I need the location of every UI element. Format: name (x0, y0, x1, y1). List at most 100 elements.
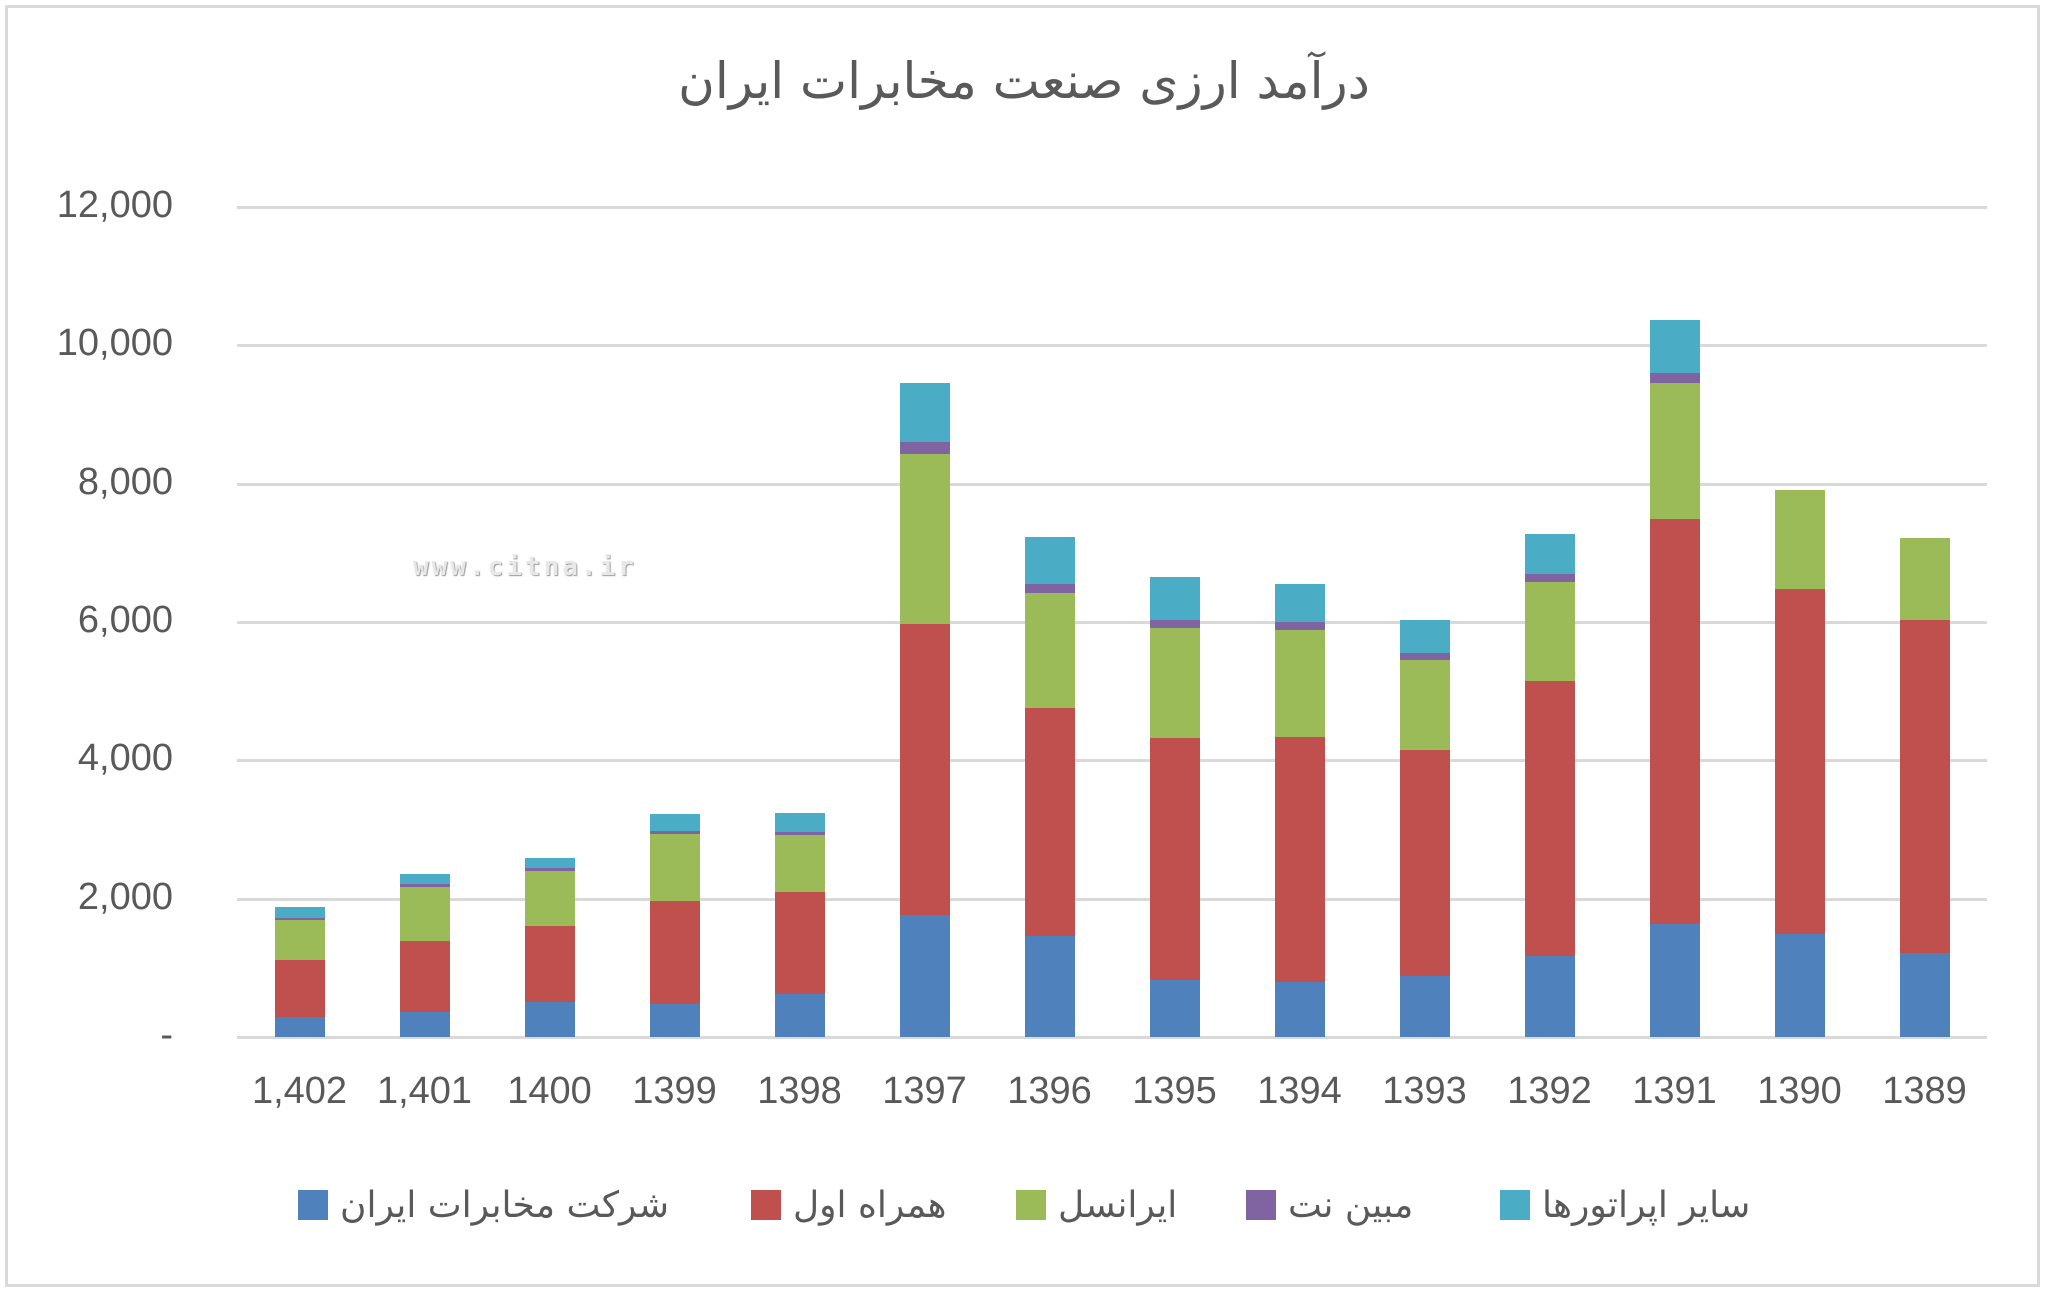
bar-segment[interactable] (1149, 737, 1200, 981)
x-tick-label: 1398 (757, 1070, 842, 1112)
watermark: www.citna.ir (413, 552, 637, 582)
bar-segment[interactable] (1149, 577, 1200, 620)
gridline (237, 1036, 1987, 1039)
x-tick-label: 1389 (1882, 1070, 1967, 1112)
x-tick-label: 1391 (1632, 1070, 1717, 1112)
bar-segment[interactable] (399, 1012, 450, 1037)
bar-segment[interactable] (274, 959, 325, 1017)
legend-label: ایرانسل (1058, 1184, 1178, 1226)
legend-swatch-icon (298, 1190, 328, 1220)
bar-segment[interactable] (899, 441, 950, 454)
bar-segment[interactable] (399, 874, 450, 884)
bar-segment[interactable] (1149, 627, 1200, 738)
bar-segment[interactable] (274, 906, 325, 918)
bar-segment[interactable] (1649, 373, 1700, 384)
legend-label: همراه اول (793, 1184, 947, 1226)
bar-segment[interactable] (1274, 622, 1325, 630)
bar-segment[interactable] (1024, 537, 1075, 584)
bar-segment[interactable] (899, 914, 950, 1037)
legend-swatch-icon (1246, 1190, 1276, 1220)
bar-segment[interactable] (1149, 980, 1200, 1037)
bar-segment[interactable] (1774, 490, 1825, 589)
bar-segment[interactable] (649, 830, 700, 834)
bar-segment[interactable] (649, 1003, 700, 1037)
bar-segment[interactable] (274, 919, 325, 960)
y-tick-label: 6,000 (77, 599, 173, 641)
bar-segment[interactable] (1399, 659, 1450, 751)
legend: شرکت مخابرات ایران همراه اول ایرانسل مبین ن… (0, 1180, 2048, 1230)
bar-segment[interactable] (1649, 383, 1700, 519)
bar-segment[interactable] (1899, 620, 1950, 953)
x-tick-label: 1394 (1257, 1070, 1342, 1112)
bar-segment[interactable] (1274, 583, 1325, 622)
legend-item[interactable]: ایرانسل (1016, 1180, 1177, 1230)
bar-segment[interactable] (649, 813, 700, 831)
bar-segment[interactable] (1024, 707, 1075, 937)
bar-segment[interactable] (1024, 583, 1075, 594)
bar-segment[interactable] (1399, 653, 1450, 660)
legend-item[interactable]: همراه اول (751, 1180, 947, 1230)
bar-segment[interactable] (774, 834, 825, 892)
bar-segment[interactable] (1524, 955, 1575, 1037)
x-tick-label: 1393 (1382, 1070, 1467, 1112)
y-tick-label: 10,000 (56, 322, 173, 365)
x-tick-label: 1400 (507, 1070, 592, 1112)
legend-item[interactable]: سایر اپراتورها (1500, 1180, 1750, 1230)
y-tick-label: 12,000 (56, 184, 173, 226)
bar-segment[interactable] (1774, 588, 1825, 935)
bar-segment[interactable] (1274, 629, 1325, 737)
bar-segment[interactable] (524, 857, 575, 868)
bar-segment[interactable] (649, 900, 700, 1004)
gridline (237, 482, 1987, 486)
bar-segment[interactable] (1024, 936, 1075, 1037)
bar-segment[interactable] (1774, 934, 1825, 1037)
bar-segment[interactable] (1274, 736, 1325, 983)
bar-segment[interactable] (649, 833, 700, 901)
legend-item[interactable]: شرکت مخابرات ایران (298, 1180, 669, 1230)
legend-label: مبین نت (1288, 1184, 1414, 1226)
x-tick-label: 1397 (882, 1070, 967, 1112)
bar-segment[interactable] (1524, 582, 1575, 681)
gridline (237, 206, 1987, 209)
bar-segment[interactable] (774, 812, 825, 832)
bar-segment[interactable] (1649, 923, 1700, 1037)
bar-segment[interactable] (1399, 975, 1450, 1037)
bar-segment[interactable] (1274, 982, 1325, 1037)
bar-segment[interactable] (1524, 574, 1575, 583)
chart-title: درآمد ارزی صنعت مخابرات ایران (678, 52, 1370, 110)
bar-segment[interactable] (1024, 593, 1075, 708)
bar-segment[interactable] (1649, 320, 1700, 373)
chart-frame (5, 5, 2040, 1287)
x-tick-label: 1395 (1132, 1070, 1217, 1112)
bar-segment[interactable] (1899, 538, 1950, 621)
bar-segment[interactable] (399, 940, 450, 1013)
bar-segment[interactable] (774, 994, 825, 1037)
bar-segment[interactable] (1149, 619, 1200, 628)
bar-segment[interactable] (1399, 620, 1450, 654)
bar-segment[interactable] (1399, 750, 1450, 976)
legend-label: شرکت مخابرات ایران (340, 1184, 669, 1226)
gridline (237, 621, 1987, 624)
bar-segment[interactable] (899, 624, 950, 915)
bar-segment[interactable] (399, 883, 450, 887)
bar-segment[interactable] (1524, 534, 1575, 575)
bar-segment[interactable] (524, 867, 575, 871)
bar-segment[interactable] (1899, 952, 1950, 1037)
bar-segment[interactable] (524, 1002, 575, 1037)
bar-segment[interactable] (274, 1016, 325, 1037)
bar-segment[interactable] (524, 925, 575, 1003)
gridline (237, 344, 1987, 348)
bar-segment[interactable] (1649, 518, 1700, 924)
gridline (237, 897, 1987, 901)
legend-label: سایر اپراتورها (1542, 1184, 1751, 1226)
bar-segment[interactable] (274, 917, 325, 920)
bar-segment[interactable] (899, 453, 950, 625)
bar-segment[interactable] (1524, 680, 1575, 956)
bar-segment[interactable] (899, 383, 950, 442)
bar-segment[interactable] (774, 831, 825, 835)
x-tick-label: 1,401 (376, 1070, 473, 1112)
bar-segment[interactable] (774, 891, 825, 995)
bar-segment[interactable] (399, 886, 450, 941)
legend-item[interactable]: مبین نت (1246, 1180, 1413, 1230)
bar-segment[interactable] (524, 870, 575, 926)
